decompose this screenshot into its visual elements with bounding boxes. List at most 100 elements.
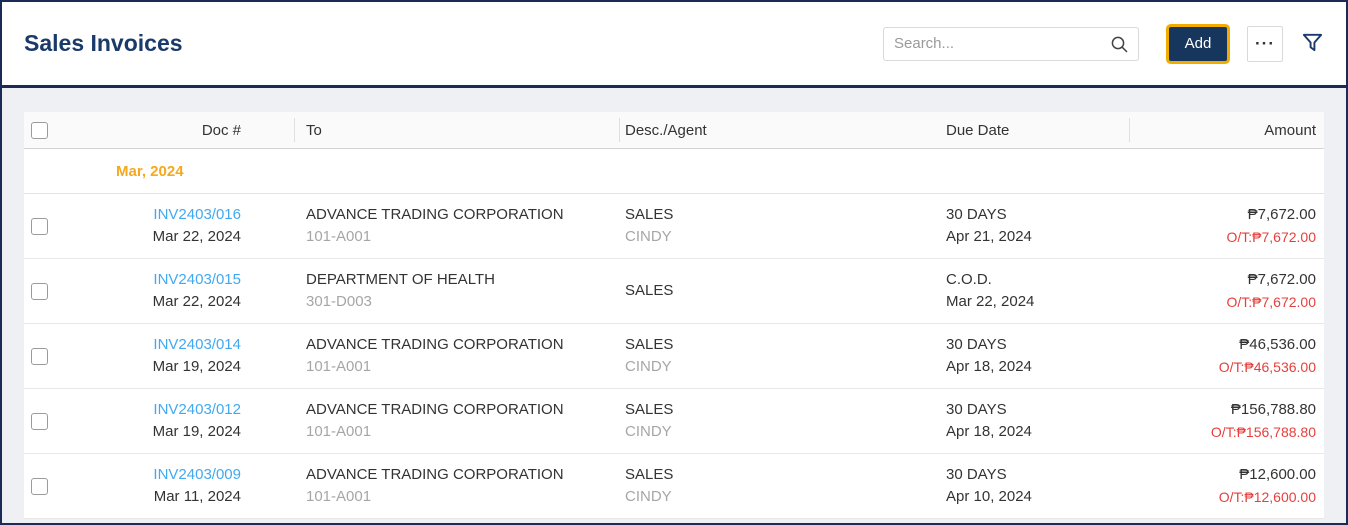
- amount-value: ₱7,672.00: [1247, 206, 1316, 223]
- agent-name: CINDY: [625, 358, 672, 375]
- payment-terms: 30 DAYS: [946, 336, 1007, 353]
- table-row: INV2403/014 Mar 19, 2024 ADVANCE TRADING…: [24, 324, 1324, 389]
- desc-agent-cell: SALES CINDY: [619, 324, 946, 388]
- overdue-amount: O/T:₱7,672.00: [1226, 229, 1316, 245]
- invoice-date: Mar 22, 2024: [152, 228, 241, 245]
- customer-code: 101-A001: [306, 358, 372, 375]
- row-checkbox-cell: [24, 324, 76, 388]
- doc-cell: INV2403/015 Mar 22, 2024: [76, 259, 294, 323]
- invoice-number-link[interactable]: INV2403/014: [153, 336, 241, 353]
- invoice-date: Mar 19, 2024: [152, 358, 241, 375]
- column-header-due-date[interactable]: Due Date: [946, 121, 1010, 139]
- amount-cell: ₱7,672.00 O/T:₱7,672.00: [1129, 259, 1324, 323]
- customer-name: ADVANCE TRADING CORPORATION: [306, 206, 564, 223]
- due-date: Apr 18, 2024: [946, 358, 1032, 375]
- column-header-amount[interactable]: Amount: [1129, 112, 1324, 148]
- invoice-date: Mar 22, 2024: [152, 293, 241, 310]
- customer-code: 301-D003: [306, 293, 372, 310]
- row-checkbox[interactable]: [31, 217, 48, 235]
- top-bar: Sales Invoices Add ···: [2, 2, 1346, 88]
- select-all-checkbox[interactable]: [31, 121, 48, 139]
- column-header-desc-agent[interactable]: Desc./Agent: [619, 112, 946, 148]
- overdue-amount: O/T:₱46,536.00: [1218, 359, 1316, 375]
- amount-cell: ₱156,788.80 O/T:₱156,788.80: [1129, 389, 1324, 453]
- amount-value: ₱7,672.00: [1247, 271, 1316, 288]
- table-row: INV2403/012 Mar 19, 2024 ADVANCE TRADING…: [24, 389, 1324, 454]
- description: SALES: [625, 466, 674, 483]
- customer-name: ADVANCE TRADING CORPORATION: [306, 401, 564, 418]
- amount-cell: ₱46,536.00 O/T:₱46,536.00: [1129, 324, 1324, 388]
- due-date: Apr 21, 2024: [946, 228, 1032, 245]
- overdue-amount: O/T:₱156,788.80: [1210, 424, 1316, 440]
- customer-code: 101-A001: [306, 488, 372, 505]
- group-header-row[interactable]: Mar, 2024: [24, 149, 1324, 194]
- invoice-number-link[interactable]: INV2403/009: [153, 466, 241, 483]
- customer-name: ADVANCE TRADING CORPORATION: [306, 336, 564, 353]
- desc-agent-cell: SALES CINDY: [619, 194, 946, 258]
- row-checkbox[interactable]: [31, 347, 48, 365]
- content-area: Doc # To Desc./Agent Due Date Amount Mar…: [2, 88, 1346, 519]
- column-header-doc[interactable]: Doc #: [201, 121, 241, 139]
- payment-terms: C.O.D.: [946, 271, 992, 288]
- row-checkbox[interactable]: [31, 412, 48, 430]
- due-date-cell: 30 DAYS Apr 21, 2024: [946, 194, 1129, 258]
- table-header-row: Doc # To Desc./Agent Due Date Amount: [24, 112, 1324, 149]
- table-row: INV2403/016 Mar 22, 2024 ADVANCE TRADING…: [24, 194, 1324, 259]
- invoice-date: Mar 19, 2024: [152, 423, 241, 440]
- customer-cell: ADVANCE TRADING CORPORATION 101-A001: [294, 194, 619, 258]
- table-row: INV2403/015 Mar 22, 2024 DEPARTMENT OF H…: [24, 259, 1324, 324]
- search-icon: [1110, 35, 1129, 59]
- customer-name: DEPARTMENT OF HEALTH: [306, 271, 495, 288]
- more-options-button[interactable]: ···: [1247, 25, 1283, 62]
- due-date-cell: 30 DAYS Apr 18, 2024: [946, 324, 1129, 388]
- payment-terms: 30 DAYS: [946, 401, 1007, 418]
- due-date: Apr 18, 2024: [946, 423, 1032, 440]
- invoice-number-link[interactable]: INV2403/015: [153, 271, 241, 288]
- agent-name: CINDY: [625, 423, 672, 440]
- doc-cell: INV2403/009 Mar 11, 2024: [76, 454, 294, 518]
- agent-name: CINDY: [625, 228, 672, 245]
- column-header-to[interactable]: To: [294, 112, 619, 148]
- customer-cell: ADVANCE TRADING CORPORATION 101-A001: [294, 324, 619, 388]
- amount-value: ₱12,600.00: [1239, 466, 1316, 483]
- row-checkbox-cell: [24, 259, 76, 323]
- row-checkbox-cell: [24, 194, 76, 258]
- desc-agent-cell: SALES CINDY: [619, 454, 946, 518]
- row-checkbox-cell: [24, 454, 76, 518]
- invoice-number-link[interactable]: INV2403/012: [153, 401, 241, 418]
- invoices-table: Doc # To Desc./Agent Due Date Amount Mar…: [24, 112, 1324, 519]
- customer-cell: DEPARTMENT OF HEALTH 301-D003: [294, 259, 619, 323]
- customer-cell: ADVANCE TRADING CORPORATION 101-A001: [294, 454, 619, 518]
- amount-value: ₱156,788.80: [1230, 401, 1316, 418]
- page-title: Sales Invoices: [24, 30, 183, 56]
- customer-code: 101-A001: [306, 423, 372, 440]
- add-button[interactable]: Add: [1169, 26, 1227, 61]
- description: SALES: [625, 336, 674, 353]
- due-date: Apr 10, 2024: [946, 488, 1032, 505]
- invoice-number-link[interactable]: INV2403/016: [153, 206, 241, 223]
- table-row: INV2403/009 Mar 11, 2024 ADVANCE TRADING…: [24, 454, 1324, 519]
- filter-funnel-icon: [1301, 31, 1324, 57]
- desc-agent-cell: SALES CINDY: [619, 389, 946, 453]
- agent-name: CINDY: [625, 488, 672, 505]
- search-input[interactable]: [884, 27, 1138, 60]
- invoice-date: Mar 11, 2024: [153, 488, 241, 505]
- row-checkbox[interactable]: [31, 282, 48, 300]
- description: SALES: [625, 206, 674, 223]
- description: SALES: [625, 282, 674, 299]
- amount-cell: ₱7,672.00 O/T:₱7,672.00: [1129, 194, 1324, 258]
- customer-cell: ADVANCE TRADING CORPORATION 101-A001: [294, 389, 619, 453]
- row-checkbox[interactable]: [31, 477, 48, 495]
- due-date: Mar 22, 2024: [946, 293, 1035, 310]
- amount-cell: ₱12,600.00 O/T:₱12,600.00: [1129, 454, 1324, 518]
- amount-value: ₱46,536.00: [1239, 336, 1316, 353]
- doc-cell: INV2403/012 Mar 19, 2024: [76, 389, 294, 453]
- payment-terms: 30 DAYS: [946, 466, 1007, 483]
- due-date-cell: 30 DAYS Apr 18, 2024: [946, 389, 1129, 453]
- due-date-cell: 30 DAYS Apr 10, 2024: [946, 454, 1129, 518]
- overdue-amount: O/T:₱7,672.00: [1226, 294, 1316, 310]
- due-date-cell: C.O.D. Mar 22, 2024: [946, 259, 1129, 323]
- doc-cell: INV2403/014 Mar 19, 2024: [76, 324, 294, 388]
- customer-code: 101-A001: [306, 228, 372, 245]
- filter-button[interactable]: [1301, 31, 1324, 57]
